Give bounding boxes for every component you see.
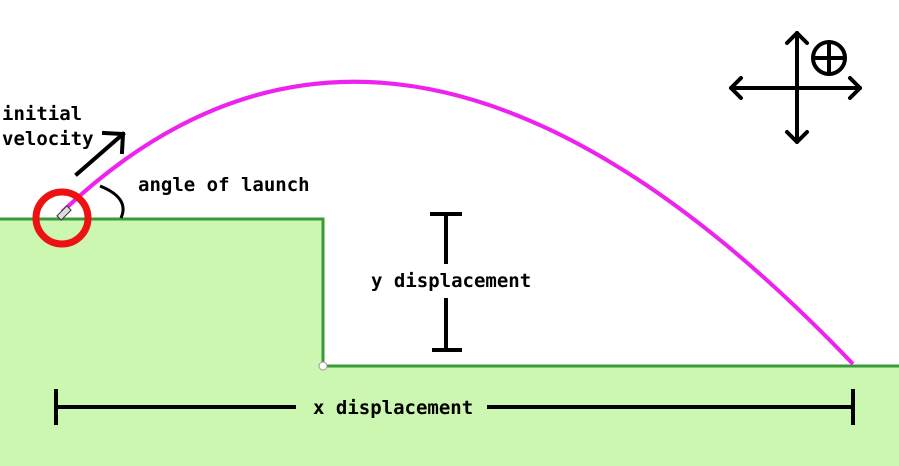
velocity-arrow bbox=[74, 130, 126, 177]
cliff-corner-point bbox=[318, 361, 328, 371]
angle-of-launch-label: angle of launch bbox=[138, 174, 310, 196]
x-displacement-bracket bbox=[54, 389, 855, 425]
crosshair-arrows-icon bbox=[729, 31, 862, 144]
cannon-icon bbox=[56, 205, 72, 221]
initial-velocity-label-line1: initial bbox=[2, 103, 82, 125]
y-displacement-bracket bbox=[430, 212, 462, 352]
x-displacement-label: x displacement bbox=[313, 397, 473, 419]
y-displacement-label: y displacement bbox=[371, 270, 531, 292]
launch-point-marker bbox=[32, 188, 92, 248]
initial-velocity-label-line2: velocity bbox=[2, 128, 94, 150]
trajectory-curve bbox=[60, 79, 855, 366]
ground-edge bbox=[0, 217, 899, 368]
angle-arc bbox=[99, 184, 125, 219]
ground-area bbox=[0, 219, 899, 466]
